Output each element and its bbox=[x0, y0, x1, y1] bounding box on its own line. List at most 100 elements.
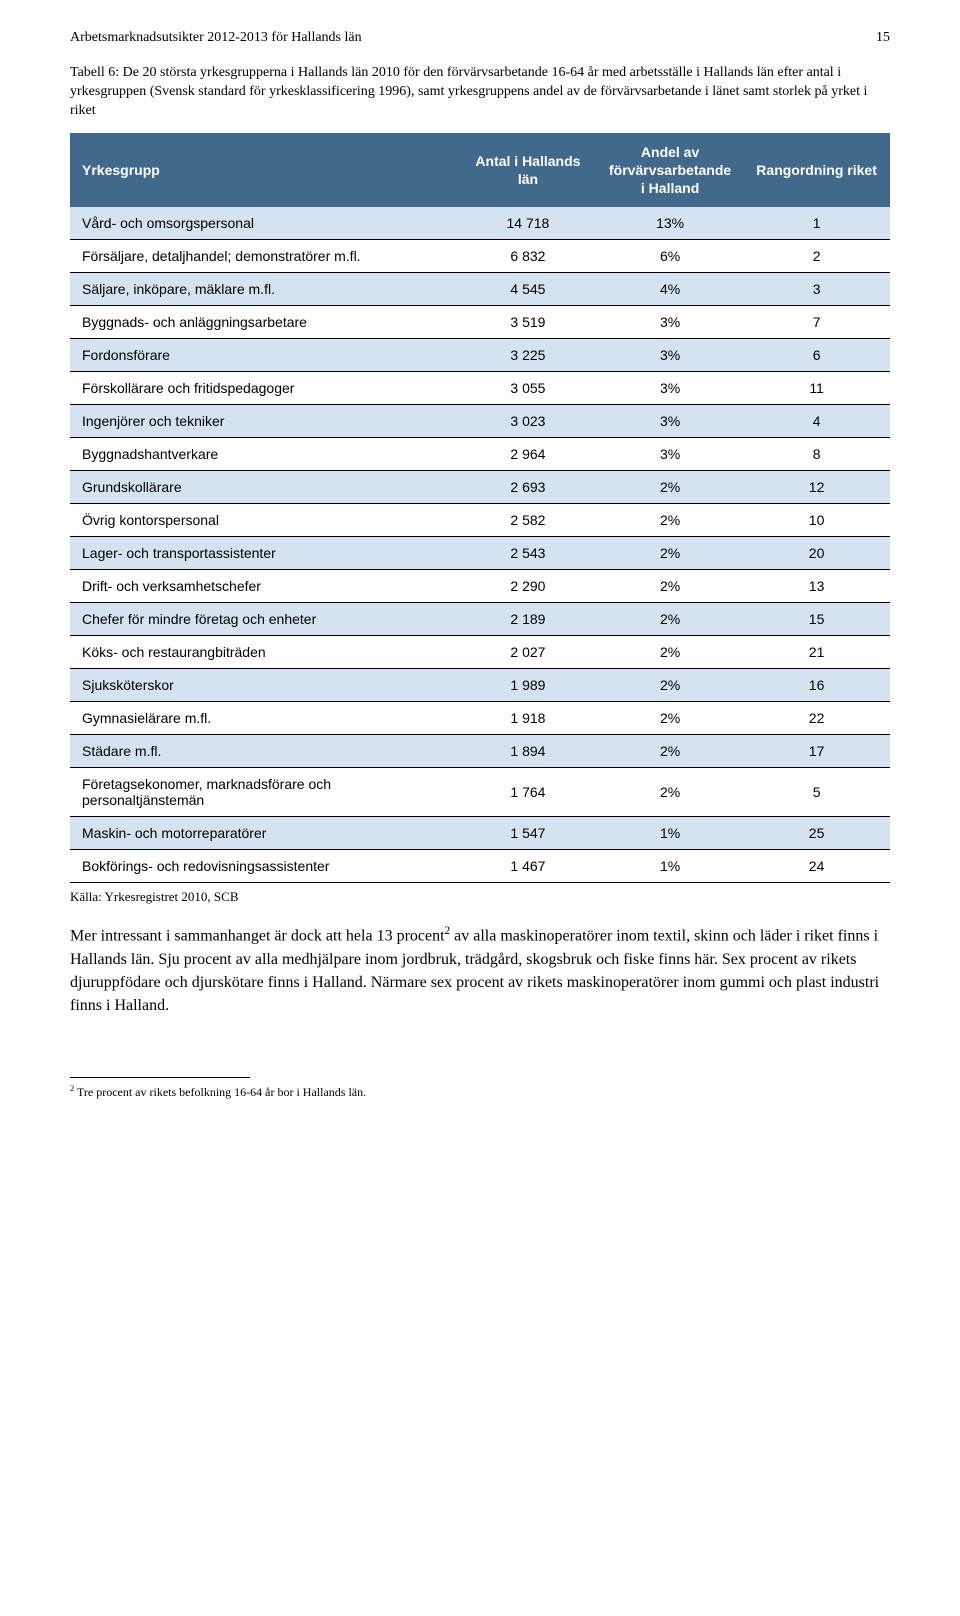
table-cell: 3 055 bbox=[459, 372, 597, 405]
table-cell: 2 693 bbox=[459, 471, 597, 504]
table-cell: Säljare, inköpare, mäklare m.fl. bbox=[70, 273, 459, 306]
table-cell: 6 bbox=[743, 339, 890, 372]
footnote-rule bbox=[70, 1077, 250, 1078]
table-cell: 17 bbox=[743, 735, 890, 768]
table-cell: 2% bbox=[597, 636, 743, 669]
table-cell: 16 bbox=[743, 669, 890, 702]
yrkesgrupp-table: Yrkesgrupp Antal i Hallands län Andel av… bbox=[70, 133, 890, 884]
table-cell: Försäljare, detaljhandel; demonstratörer… bbox=[70, 240, 459, 273]
table-row: Gymnasielärare m.fl.1 9182%22 bbox=[70, 702, 890, 735]
table-row: Sjuksköterskor1 9892%16 bbox=[70, 669, 890, 702]
table-row: Fordonsförare3 2253%6 bbox=[70, 339, 890, 372]
table-row: Köks- och restaurangbiträden2 0272%21 bbox=[70, 636, 890, 669]
table-cell: 2% bbox=[597, 768, 743, 817]
table-cell: 14 718 bbox=[459, 207, 597, 240]
table-cell: 2% bbox=[597, 702, 743, 735]
table-cell: 2 582 bbox=[459, 504, 597, 537]
table-cell: Chefer för mindre företag och enheter bbox=[70, 603, 459, 636]
table-cell: 4 bbox=[743, 405, 890, 438]
table-cell: 25 bbox=[743, 817, 890, 850]
table-cell: 20 bbox=[743, 537, 890, 570]
table-cell: 12 bbox=[743, 471, 890, 504]
table-row: Säljare, inköpare, mäklare m.fl.4 5454%3 bbox=[70, 273, 890, 306]
table-cell: 1 989 bbox=[459, 669, 597, 702]
table-cell: 3 bbox=[743, 273, 890, 306]
table-cell: 4% bbox=[597, 273, 743, 306]
table-cell: 2 964 bbox=[459, 438, 597, 471]
table-cell: 15 bbox=[743, 603, 890, 636]
table-cell: 1 918 bbox=[459, 702, 597, 735]
body-paragraph: Mer intressant i sammanhanget är dock at… bbox=[70, 923, 890, 1017]
table-cell: 3 519 bbox=[459, 306, 597, 339]
table-cell: 3 225 bbox=[459, 339, 597, 372]
table-cell: 2% bbox=[597, 735, 743, 768]
table-cell: 6% bbox=[597, 240, 743, 273]
table-row: Städare m.fl.1 8942%17 bbox=[70, 735, 890, 768]
table-cell: 1 894 bbox=[459, 735, 597, 768]
table-cell: 1% bbox=[597, 850, 743, 883]
table-row: Förskollärare och fritidspedagoger3 0553… bbox=[70, 372, 890, 405]
table-cell: 24 bbox=[743, 850, 890, 883]
table-cell: Sjuksköterskor bbox=[70, 669, 459, 702]
table-cell: Bokförings- och redovisningsassistenter bbox=[70, 850, 459, 883]
table-cell: 2 189 bbox=[459, 603, 597, 636]
table-cell: 1% bbox=[597, 817, 743, 850]
table-cell: Drift- och verksamhetschefer bbox=[70, 570, 459, 603]
table-row: Maskin- och motorreparatörer1 5471%25 bbox=[70, 817, 890, 850]
table-row: Lager- och transportassistenter2 5432%20 bbox=[70, 537, 890, 570]
table-cell: 21 bbox=[743, 636, 890, 669]
table-cell: 2% bbox=[597, 504, 743, 537]
page-header: Arbetsmarknadsutsikter 2012-2013 för Hal… bbox=[70, 30, 890, 46]
table-row: Byggnads- och anläggningsarbetare3 5193%… bbox=[70, 306, 890, 339]
table-cell: 2% bbox=[597, 603, 743, 636]
table-cell: 2 bbox=[743, 240, 890, 273]
table-cell: 2% bbox=[597, 537, 743, 570]
table-cell: Köks- och restaurangbiträden bbox=[70, 636, 459, 669]
table-cell: 5 bbox=[743, 768, 890, 817]
table-cell: 3% bbox=[597, 306, 743, 339]
table-cell: 2 290 bbox=[459, 570, 597, 603]
table-row: Försäljare, detaljhandel; demonstratörer… bbox=[70, 240, 890, 273]
table-cell: 13% bbox=[597, 207, 743, 240]
table-cell: Byggnads- och anläggningsarbetare bbox=[70, 306, 459, 339]
table-cell: Fordonsförare bbox=[70, 339, 459, 372]
header-title: Arbetsmarknadsutsikter 2012-2013 för Hal… bbox=[70, 30, 362, 46]
table-row: Chefer för mindre företag och enheter2 1… bbox=[70, 603, 890, 636]
table-cell: 22 bbox=[743, 702, 890, 735]
table-cell: Vård- och omsorgspersonal bbox=[70, 207, 459, 240]
table-row: Byggnadshantverkare2 9643%8 bbox=[70, 438, 890, 471]
table-cell: Byggnadshantverkare bbox=[70, 438, 459, 471]
table-cell: 1 467 bbox=[459, 850, 597, 883]
table-cell: Lager- och transportassistenter bbox=[70, 537, 459, 570]
col-yrkesgrupp: Yrkesgrupp bbox=[70, 133, 459, 208]
page-number: 15 bbox=[876, 30, 890, 46]
table-cell: 10 bbox=[743, 504, 890, 537]
table-cell: 3 023 bbox=[459, 405, 597, 438]
table-cell: 6 832 bbox=[459, 240, 597, 273]
table-cell: Grundskollärare bbox=[70, 471, 459, 504]
col-rangordning: Rangordning riket bbox=[743, 133, 890, 208]
body-pre: Mer intressant i sammanhanget är dock at… bbox=[70, 928, 445, 945]
table-row: Drift- och verksamhetschefer2 2902%13 bbox=[70, 570, 890, 603]
col-andel: Andel av förvärvsarbetande i Halland bbox=[597, 133, 743, 208]
table-cell: 3% bbox=[597, 438, 743, 471]
table-cell: 1 547 bbox=[459, 817, 597, 850]
col-antal: Antal i Hallands län bbox=[459, 133, 597, 208]
table-header-row: Yrkesgrupp Antal i Hallands län Andel av… bbox=[70, 133, 890, 208]
table-cell: Övrig kontorspersonal bbox=[70, 504, 459, 537]
table-cell: Städare m.fl. bbox=[70, 735, 459, 768]
table-row: Ingenjörer och tekniker3 0233%4 bbox=[70, 405, 890, 438]
table-cell: 7 bbox=[743, 306, 890, 339]
table-cell: 1 bbox=[743, 207, 890, 240]
table-cell: Företagsekonomer, marknadsförare och per… bbox=[70, 768, 459, 817]
footnote-text: Tre procent av rikets befolkning 16-64 å… bbox=[74, 1085, 366, 1099]
table-cell: 4 545 bbox=[459, 273, 597, 306]
table-cell: Förskollärare och fritidspedagoger bbox=[70, 372, 459, 405]
table-cell: 3% bbox=[597, 339, 743, 372]
table-cell: Ingenjörer och tekniker bbox=[70, 405, 459, 438]
table-cell: Maskin- och motorreparatörer bbox=[70, 817, 459, 850]
table-row: Övrig kontorspersonal2 5822%10 bbox=[70, 504, 890, 537]
table-cell: 3% bbox=[597, 372, 743, 405]
table-cell: 1 764 bbox=[459, 768, 597, 817]
table-cell: 13 bbox=[743, 570, 890, 603]
